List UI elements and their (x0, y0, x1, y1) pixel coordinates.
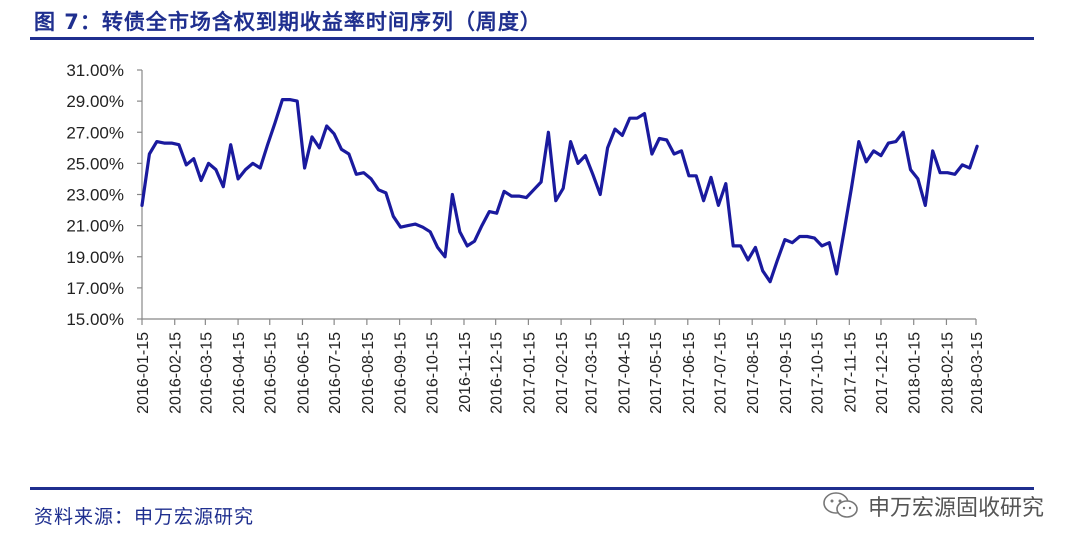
x-tick-label: 2017-05-15 (648, 332, 665, 414)
x-tick-label: 2016-11-15 (457, 332, 474, 413)
x-tick-label: 2016-03-15 (198, 332, 215, 414)
watermark: 申万宏源固收研究 (822, 490, 1044, 522)
x-tick-label: 2016-12-15 (489, 332, 506, 414)
line-chart: 15.00% 17.00% 19.00% 21.00% 23.00% 25.00% 27.0… (66, 61, 986, 414)
x-axis: 2016-01-15 2016-02-15 2016-03-15 2016-04-15… (135, 318, 986, 414)
chart-title: 图 7：转债全市场含权到期收益率时间序列（周度） (34, 10, 542, 34)
x-tick-label: 2017-09-15 (778, 332, 795, 414)
y-tick-label: 27.00% (66, 123, 124, 142)
x-tick-label: 2017-07-15 (712, 332, 729, 414)
wechat-icon (823, 492, 858, 518)
y-tick-label: 29.00% (66, 92, 124, 111)
y-axis: 15.00% 17.00% 19.00% 21.00% 23.00% 25.00% 27.0… (66, 61, 143, 329)
x-tick-label: 2016-07-15 (327, 332, 344, 414)
x-tick-label: 2016-08-15 (360, 332, 377, 414)
x-tick-label: 2016-01-15 (135, 332, 152, 414)
source-note: 资料来源：申万宏源研究 (34, 506, 255, 528)
series-line-0 (140, 97, 979, 284)
x-tick-label: 2016-05-15 (263, 332, 280, 414)
y-tick-label: 21.00% (66, 217, 124, 236)
x-tick-label: 2017-10-15 (810, 332, 827, 414)
x-tick-label: 2018-02-15 (939, 332, 956, 414)
y-tick-label: 31.00% (66, 61, 124, 80)
y-tick-label: 17.00% (66, 279, 124, 298)
x-tick-label: 2016-02-15 (168, 332, 185, 414)
x-tick-label: 2017-08-15 (745, 332, 762, 414)
x-tick-label: 2017-04-15 (616, 332, 633, 414)
y-tick-label: 19.00% (66, 248, 124, 267)
x-tick-label: 2017-03-15 (584, 332, 601, 414)
x-tick-label: 2017-02-15 (554, 332, 571, 414)
y-tick-label: 23.00% (66, 186, 124, 205)
x-tick-label: 2016-04-15 (231, 332, 248, 414)
x-tick-label: 2018-03-15 (969, 332, 986, 414)
x-tick-label: 2017-06-15 (681, 332, 698, 414)
x-tick-label: 2016-09-15 (393, 332, 410, 414)
x-tick-label: 2017-11-15 (842, 332, 859, 413)
title-divider (30, 37, 1034, 40)
x-tick-label: 2016-10-15 (424, 332, 441, 414)
footer-divider (30, 487, 1034, 490)
x-tick-label: 2016-06-15 (295, 332, 312, 414)
chart-series (140, 97, 979, 284)
y-tick-label: 25.00% (66, 154, 124, 173)
x-tick-label: 2017-01-15 (521, 332, 538, 414)
x-tick-label: 2017-12-15 (874, 332, 891, 414)
watermark-text: 申万宏源固收研究 (867, 496, 1044, 521)
x-tick-label: 2018-01-15 (907, 332, 924, 414)
y-tick-label: 15.00% (66, 310, 124, 329)
